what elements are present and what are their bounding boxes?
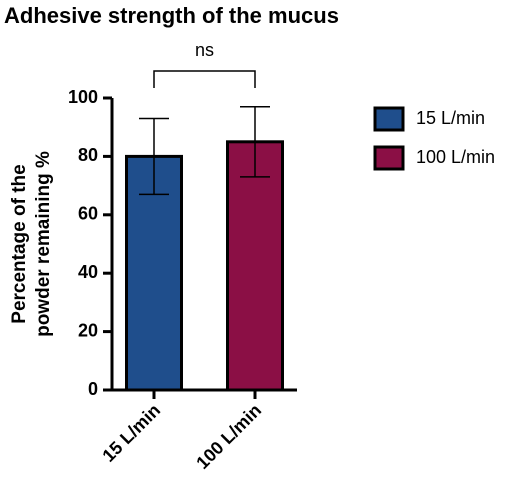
legend-swatch bbox=[373, 145, 405, 171]
bar bbox=[226, 140, 284, 392]
y-tick-label: 60 bbox=[78, 204, 98, 224]
x-tick-label: 100 L/min bbox=[192, 400, 265, 473]
y-axis-label-line: Percentage of the bbox=[9, 164, 30, 323]
significance-bracket bbox=[153, 70, 256, 88]
x-tick-label: 15 L/min bbox=[98, 400, 164, 466]
y-tick-label: 20 bbox=[78, 320, 98, 340]
chart-title: Adhesive strength of the mucus bbox=[4, 3, 339, 28]
annotation: ns bbox=[195, 40, 214, 60]
y-tick-label: 80 bbox=[78, 145, 98, 165]
y-axis-label: Percentage of the powder remaining % bbox=[9, 151, 54, 337]
legend-swatch bbox=[373, 106, 405, 132]
y-tick-label: 40 bbox=[78, 262, 98, 282]
y-tick-label: 100 bbox=[68, 87, 98, 107]
y-tick-label: 0 bbox=[88, 379, 98, 399]
legend-label: 100 L/min bbox=[416, 147, 495, 167]
y-axis-label-line: powder remaining % bbox=[33, 151, 54, 337]
legend-label: 15 L/min bbox=[416, 108, 485, 128]
